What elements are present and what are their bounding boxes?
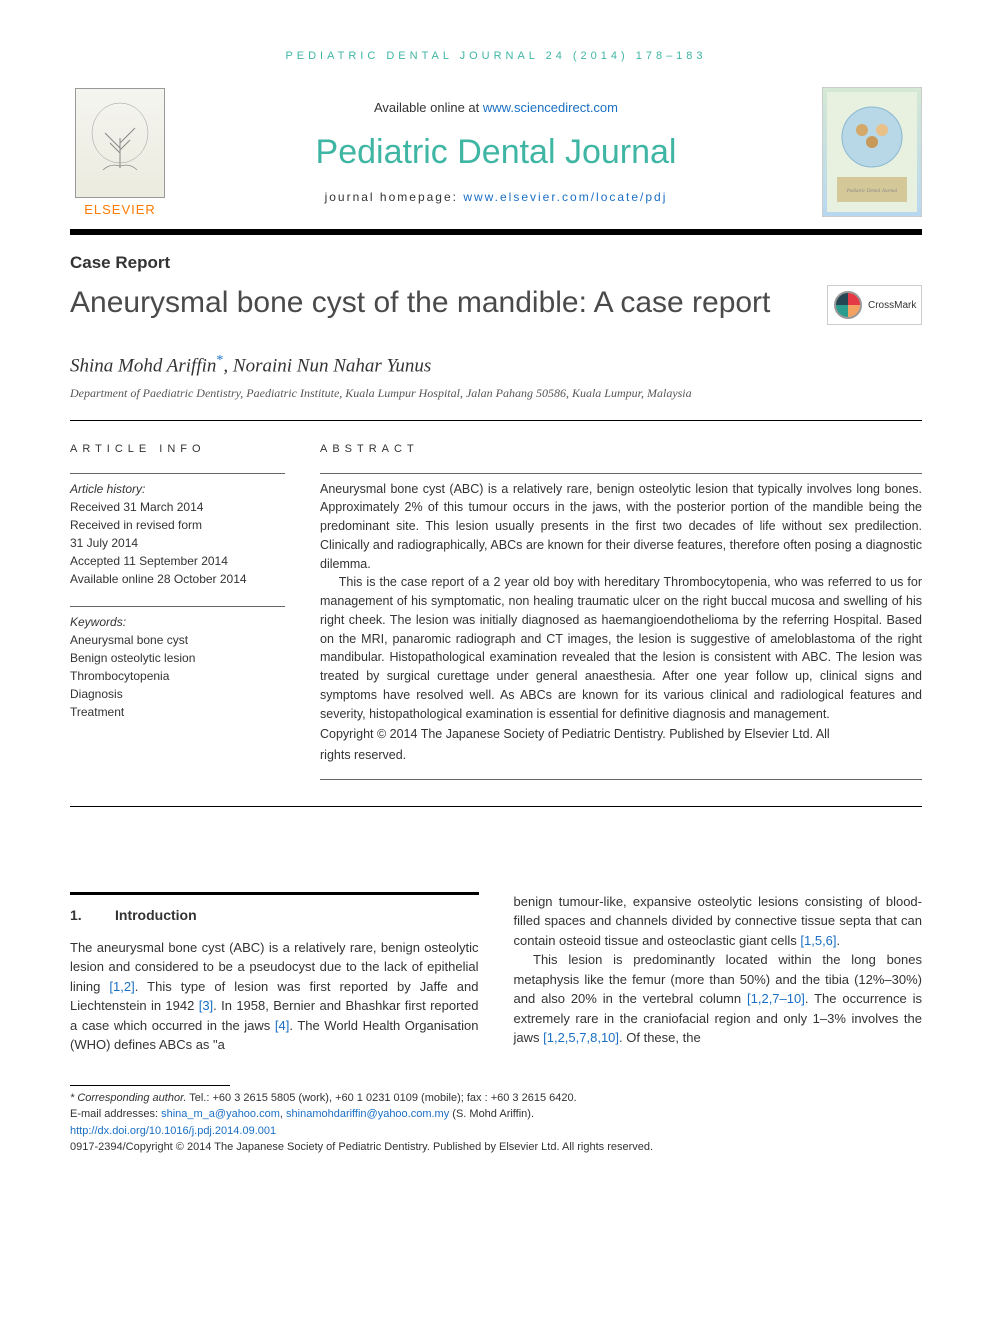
paragraph: This lesion is predominantly located wit…: [514, 950, 923, 1048]
author-1: Shina Mohd Ariffin: [70, 355, 216, 376]
abstract-copyright-1: Copyright © 2014 The Japanese Society of…: [320, 725, 922, 744]
elsevier-tree-icon: [75, 88, 165, 198]
abstract-rule: [320, 473, 922, 474]
abstract: ABSTRACT Aneurysmal bone cyst (ABC) is a…: [320, 441, 922, 786]
info-heading: ARTICLE INFO: [70, 441, 285, 458]
abstract-rule-bottom: [320, 779, 922, 780]
citation-link[interactable]: [4]: [275, 1018, 289, 1033]
citation-link[interactable]: [3]: [199, 998, 213, 1013]
thin-rule-2: [70, 806, 922, 807]
corr-label: * Corresponding author.: [70, 1092, 186, 1104]
keyword: Thrombocytopenia: [70, 667, 285, 685]
keyword: Benign osteolytic lesion: [70, 649, 285, 667]
email-link-2[interactable]: shinamohdariffin@yahoo.com.my: [286, 1108, 449, 1120]
journal-cover-icon[interactable]: Pediatric Dental Journal: [822, 87, 922, 217]
sciencedirect-link[interactable]: www.sciencedirect.com: [483, 100, 618, 115]
footnote-rule: [70, 1085, 230, 1086]
accepted-date: Accepted 11 September 2014: [70, 552, 285, 570]
keyword: Diagnosis: [70, 685, 285, 703]
affiliation: Department of Paediatric Dentistry, Paed…: [70, 385, 922, 402]
available-online: Available online at www.sciencedirect.co…: [190, 100, 802, 115]
masthead: ELSEVIER Available online at www.science…: [70, 87, 922, 217]
homepage-prefix: journal homepage:: [325, 190, 464, 204]
abstract-heading: ABSTRACT: [320, 441, 922, 458]
body-col-left: 1.Introduction The aneurysmal bone cyst …: [70, 892, 479, 1055]
crossmark-label: CrossMark: [868, 300, 916, 311]
citation-link[interactable]: [1,2,7–10]: [747, 991, 805, 1006]
email-link-1[interactable]: shina_m_a@yahoo.com: [161, 1108, 280, 1120]
section-rule: [70, 892, 479, 895]
elsevier-logo[interactable]: ELSEVIER: [70, 87, 170, 217]
revised-line2: 31 July 2014: [70, 534, 285, 552]
keyword: Aneurysmal bone cyst: [70, 631, 285, 649]
homepage-link[interactable]: www.elsevier.com/locate/pdj: [463, 190, 667, 204]
section-title: Introduction: [115, 907, 197, 923]
title-row: Aneurysmal bone cyst of the mandible: A …: [70, 285, 922, 325]
masthead-center: Available online at www.sciencedirect.co…: [190, 87, 802, 217]
corr-text: Tel.: +60 3 2615 5805 (work), +60 1 0231…: [186, 1092, 576, 1104]
history-block: Article history: Received 31 March 2014 …: [70, 480, 285, 588]
footer: * Corresponding author. Tel.: +60 3 2615…: [70, 1085, 922, 1156]
body-columns: 1.Introduction The aneurysmal bone cyst …: [70, 892, 922, 1055]
journal-homepage: journal homepage: www.elsevier.com/locat…: [190, 190, 802, 204]
body-col-right: benign tumour-like, expansive osteolytic…: [514, 892, 923, 1055]
abstract-p1: Aneurysmal bone cyst (ABC) is a relative…: [320, 480, 922, 574]
info-rule: [70, 473, 285, 474]
crossmark-badge[interactable]: CrossMark: [827, 285, 922, 325]
email-line: E-mail addresses: shina_m_a@yahoo.com, s…: [70, 1106, 922, 1123]
info-abstract-row: ARTICLE INFO Article history: Received 3…: [70, 441, 922, 786]
author-2: , Noraini Nun Nahar Yunus: [223, 355, 431, 376]
corresponding-author: * Corresponding author. Tel.: +60 3 2615…: [70, 1090, 922, 1107]
elsevier-text: ELSEVIER: [84, 202, 156, 217]
email-suffix: (S. Mohd Ariffin).: [449, 1108, 534, 1120]
article-info: ARTICLE INFO Article history: Received 3…: [70, 441, 285, 786]
journal-title: Pediatric Dental Journal: [190, 133, 802, 172]
running-head: PEDIATRIC DENTAL JOURNAL 24 (2014) 178–1…: [70, 50, 922, 62]
section-heading: 1.Introduction: [70, 905, 479, 926]
crossmark-icon: [834, 291, 862, 319]
article-title: Aneurysmal bone cyst of the mandible: A …: [70, 285, 827, 321]
keywords-label: Keywords:: [70, 613, 285, 631]
received-date: Received 31 March 2014: [70, 498, 285, 516]
citation-link[interactable]: [1,2]: [109, 979, 134, 994]
text: . Of these, the: [619, 1030, 701, 1045]
email-label: E-mail addresses:: [70, 1108, 161, 1120]
text: .: [837, 933, 841, 948]
keyword: Treatment: [70, 703, 285, 721]
svg-text:Pediatric Dental Journal: Pediatric Dental Journal: [846, 189, 898, 194]
online-date: Available online 28 October 2014: [70, 570, 285, 588]
available-prefix: Available online at: [374, 100, 483, 115]
thin-rule: [70, 420, 922, 421]
authors: Shina Mohd Ariffin*, Noraini Nun Nahar Y…: [70, 353, 922, 377]
intro-paragraph: The aneurysmal bone cyst (ABC) is a rela…: [70, 938, 479, 1055]
citation-link[interactable]: [1,2,5,7,8,10]: [543, 1030, 619, 1045]
history-label: Article history:: [70, 480, 285, 498]
black-rule: [70, 229, 922, 235]
issn-copyright: 0917-2394/Copyright © 2014 The Japanese …: [70, 1139, 922, 1156]
doi-link[interactable]: http://dx.doi.org/10.1016/j.pdj.2014.09.…: [70, 1125, 276, 1137]
abstract-copyright-2: rights reserved.: [320, 746, 922, 765]
info-rule-2: [70, 606, 285, 607]
article-type: Case Report: [70, 253, 922, 273]
text: benign tumour-like, expansive osteolytic…: [514, 894, 923, 948]
section-number: 1.: [70, 905, 115, 926]
citation-link[interactable]: [1,5,6]: [800, 933, 836, 948]
abstract-p2: This is the case report of a 2 year old …: [320, 573, 922, 723]
paragraph: benign tumour-like, expansive osteolytic…: [514, 892, 923, 951]
keywords-block: Keywords: Aneurysmal bone cyst Benign os…: [70, 613, 285, 721]
revised-line1: Received in revised form: [70, 516, 285, 534]
